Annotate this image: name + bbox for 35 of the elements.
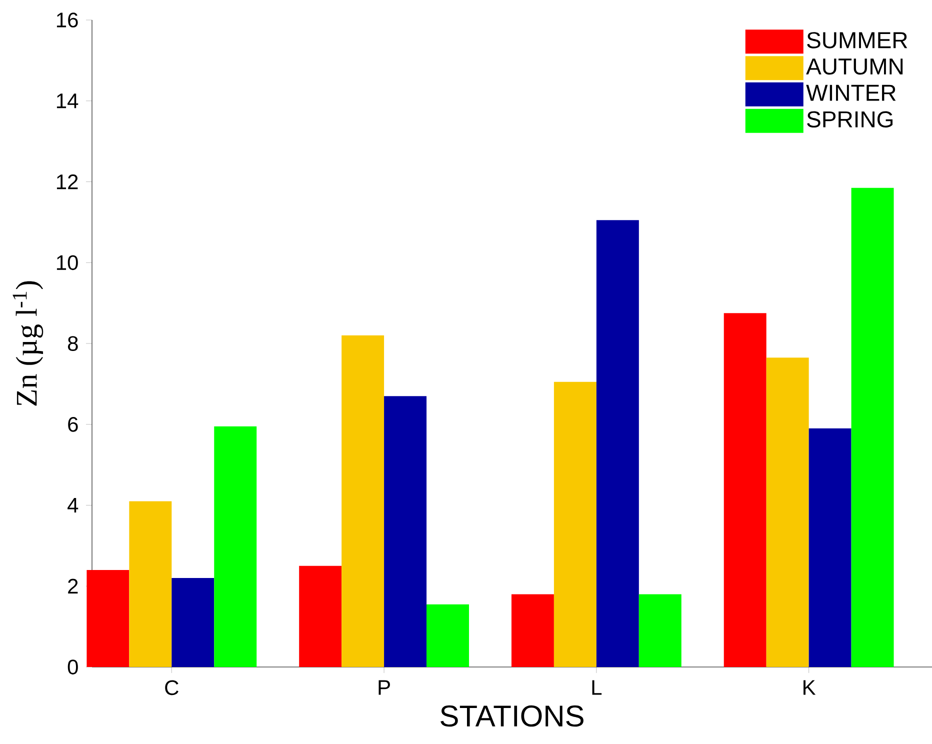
bar — [638, 594, 682, 667]
x-tick-label: P — [378, 680, 390, 695]
y-tick-label: 14 — [56, 94, 78, 108]
x-tick-label: C — [165, 680, 178, 696]
bar — [214, 426, 257, 667]
y-tick-label: 10 — [56, 255, 78, 270]
legend-label: AUTUMN — [806, 58, 903, 75]
y-tick-label: 16 — [56, 12, 78, 28]
x-axis-title: STATIONS — [440, 705, 584, 727]
x-tick-label: L — [592, 680, 602, 695]
bar — [554, 382, 596, 667]
bar — [299, 566, 342, 667]
y-tick-label: 4 — [68, 498, 78, 512]
bar — [851, 188, 894, 667]
bar — [511, 594, 554, 667]
y-tick-label: 8 — [68, 336, 78, 351]
bar — [426, 604, 469, 667]
y-tick-label: 6 — [68, 416, 78, 432]
bar — [86, 570, 130, 667]
bar — [172, 578, 214, 667]
y-tick-label: 12 — [56, 174, 78, 190]
y-axis-title: Zn (µg l$^{-1}$) — [12, 281, 44, 406]
bar — [724, 313, 766, 667]
bar — [384, 396, 427, 667]
bar — [808, 428, 852, 667]
y-tick-label: 2 — [68, 578, 78, 594]
legend-label: SPRING — [807, 111, 893, 128]
y-tick-label: 0 — [68, 660, 78, 674]
bar — [342, 335, 384, 667]
bar — [129, 501, 172, 667]
x-tick-label: K — [804, 680, 816, 695]
bar — [596, 220, 639, 667]
bar — [766, 358, 809, 667]
legend-label: SUMMER — [807, 32, 908, 48]
legend-label: WINTER — [806, 84, 896, 101]
